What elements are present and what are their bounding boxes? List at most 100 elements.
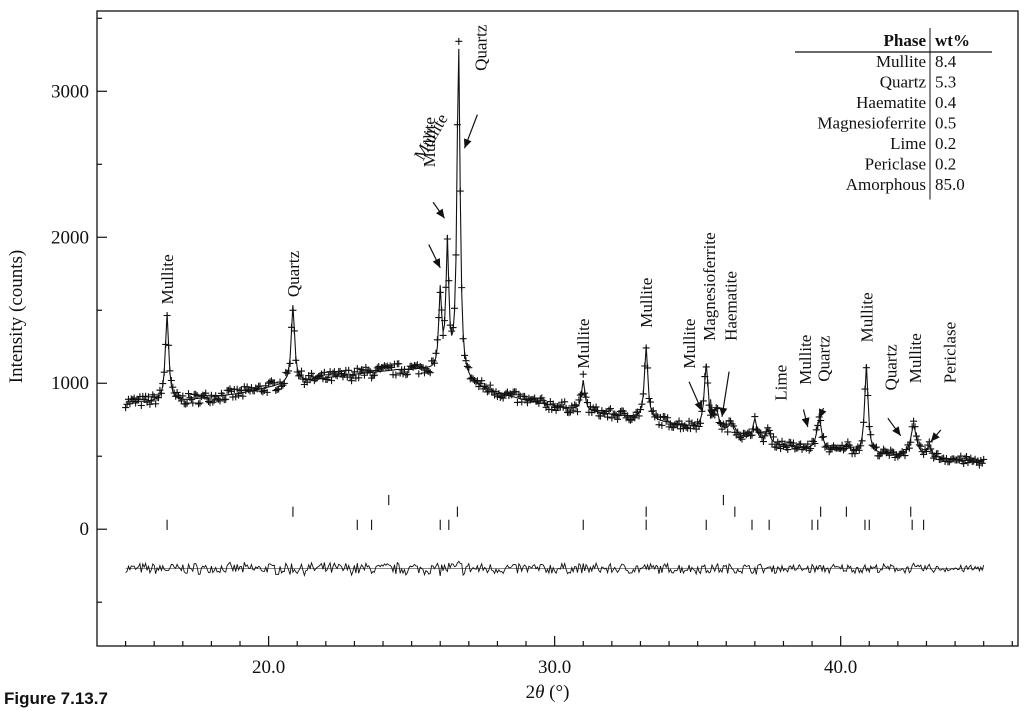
observed-point (280, 379, 288, 387)
observed-point (478, 377, 486, 385)
observed-point (355, 374, 363, 382)
table-cell-phase: Magnesioferrite (817, 114, 926, 133)
peak-label: Haematite (722, 271, 741, 341)
table-cell-phase: Mullite (876, 52, 926, 71)
observed-point (366, 367, 374, 375)
peak-label: Mullite (680, 319, 699, 369)
table-header-phase: Phase (884, 31, 927, 50)
observed-point (549, 400, 557, 408)
x-axis-label-suffix: (°) (544, 682, 569, 703)
observed-point (499, 394, 507, 402)
x-tick-label: 20.0 (252, 657, 285, 678)
observed-point (320, 368, 328, 376)
phase-table: Phase wt% Mullite 8.4 Quartz 5.3 Haematite 0.4 M… (795, 28, 992, 200)
observed-point (154, 394, 162, 402)
table-cell-wt: 0.2 (935, 155, 956, 174)
observed-point (185, 390, 193, 398)
observed-point (769, 433, 777, 441)
observed-point (905, 444, 913, 452)
table-cell-wt: 0.5 (935, 114, 956, 133)
observed-point (395, 360, 403, 368)
peak-label: Quartz (882, 344, 901, 391)
table-cell-phase: Periclase (865, 155, 926, 174)
annotation-arrow-head (801, 417, 810, 427)
annotation-arrow-head (464, 138, 472, 149)
observed-point (574, 408, 582, 416)
observed-point (348, 377, 356, 385)
observed-point (353, 364, 361, 372)
observed-point (579, 370, 587, 378)
x-axis-label-prefix: 2 (526, 682, 536, 703)
peak-label: Quartz (815, 335, 834, 382)
x-axis-label-symbol: θ (535, 682, 544, 703)
observed-point (216, 397, 224, 405)
annotation-arrow-head (930, 432, 940, 442)
table-cell-phase: Lime (890, 134, 926, 153)
annotation-arrow-head (694, 401, 702, 411)
observed-point (605, 406, 613, 414)
observed-point (235, 391, 243, 399)
observed-point (403, 370, 411, 378)
observed-point (738, 435, 746, 443)
observed-point (192, 390, 200, 398)
peak-label: Mullite (637, 278, 656, 328)
observed-point (239, 392, 247, 400)
peak-label: Mullite (796, 335, 815, 385)
observed-point (784, 446, 792, 454)
observed-point (978, 459, 986, 467)
observed-point (152, 400, 160, 408)
observed-point (425, 368, 433, 376)
peak-label: Quartz (471, 24, 490, 71)
observed-point (930, 454, 938, 462)
plot-area: 0 1000 2000 3000 20.0 30.0 40.0 2θ (°) Intensity… (6, 10, 1019, 703)
x-tick-label: 30.0 (538, 657, 571, 678)
observed-point (137, 401, 145, 409)
y-tick-label: 3000 (51, 81, 89, 102)
peak-label: Mullite (857, 292, 876, 342)
figure-caption: Figure 7.13.7 (4, 689, 108, 708)
y-tick-label: 2000 (51, 227, 89, 248)
observed-point (386, 362, 394, 370)
observed-point (691, 422, 699, 430)
peak-label: Mullite (410, 111, 451, 164)
observed-point (649, 407, 657, 415)
observed-point (222, 395, 230, 403)
observed-point (173, 388, 181, 396)
observed-point (273, 386, 281, 394)
observed-point (781, 440, 789, 448)
table-cell-wt: 85.0 (935, 175, 965, 194)
observed-point (729, 422, 737, 430)
observed-point (695, 423, 703, 431)
observed-point (614, 415, 622, 423)
observed-point (486, 381, 494, 389)
observed-point (817, 416, 825, 424)
observed-point (934, 450, 942, 458)
observed-point (196, 399, 204, 407)
observed-point (345, 366, 353, 374)
observed-point (851, 450, 859, 458)
peak-label: Quartz (284, 250, 303, 297)
observed-point (629, 413, 637, 421)
observed-point (562, 404, 570, 412)
observed-point (195, 400, 203, 408)
table-cell-wt: 0.4 (935, 93, 957, 112)
annotation-arrow-head (436, 208, 445, 219)
observed-point (635, 412, 643, 420)
observed-point (789, 439, 797, 447)
calculated-profile-line (125, 48, 984, 463)
observed-point (205, 398, 213, 406)
table-cell-phase: Quartz (880, 73, 927, 92)
annotation-arrow-head (719, 407, 728, 417)
peak-label: Lime (772, 365, 791, 401)
observed-point (565, 409, 573, 417)
observed-point (871, 444, 879, 452)
peak-label: Mullite (420, 117, 439, 167)
observed-point (960, 460, 968, 468)
observed-point (606, 405, 614, 413)
y-tick-label: 0 (80, 519, 90, 540)
table-cell-wt: 0.2 (935, 134, 956, 153)
observed-point (737, 434, 745, 442)
observed-point (664, 414, 672, 422)
peak-label: Mullite (906, 333, 925, 383)
